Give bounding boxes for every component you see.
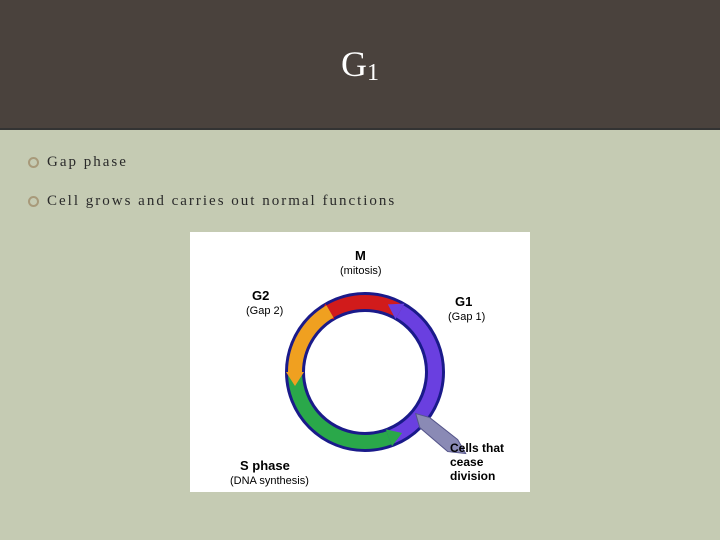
cell-cycle-diagram: M (mitosis) G1 (Gap 1) S phase (DNA synthesis…: [190, 232, 530, 492]
bullet-text: Gap phase: [47, 154, 128, 171]
slide-header: G1: [0, 0, 720, 130]
slide-title: G1: [341, 43, 379, 85]
bullet-item: Cell grows and carries out normal functi…: [28, 193, 692, 210]
phase-sublabel-G2: (Gap 2): [246, 305, 283, 317]
exit-label: Cells that: [450, 441, 504, 455]
diagram-container: M (mitosis) G1 (Gap 1) S phase (DNA synthesis…: [28, 232, 692, 492]
bullet-item: Gap phase: [28, 154, 692, 171]
bullet-marker-icon: [28, 196, 39, 207]
bullet-text: Cell grows and carries out normal functi…: [47, 193, 396, 210]
slide-content: Gap phase Cell grows and carries out nor…: [0, 130, 720, 516]
phase-label-G1: G1: [455, 294, 472, 309]
title-main: G: [341, 44, 367, 84]
cycle-svg: M (mitosis) G1 (Gap 1) S phase (DNA synthesis…: [200, 242, 540, 492]
phase-label-S: S phase: [240, 458, 290, 473]
phase-sublabel-G1: (Gap 1): [448, 311, 485, 323]
title-subscript: 1: [367, 60, 379, 86]
bullet-marker-icon: [28, 157, 39, 168]
phase-label-G2: G2: [252, 288, 269, 303]
phase-sublabel-S: (DNA synthesis): [230, 475, 309, 487]
phase-label-M: M: [355, 248, 366, 263]
exit-label: division: [450, 469, 495, 483]
phase-sublabel-M: (mitosis): [340, 265, 382, 277]
exit-label: cease: [450, 455, 484, 469]
